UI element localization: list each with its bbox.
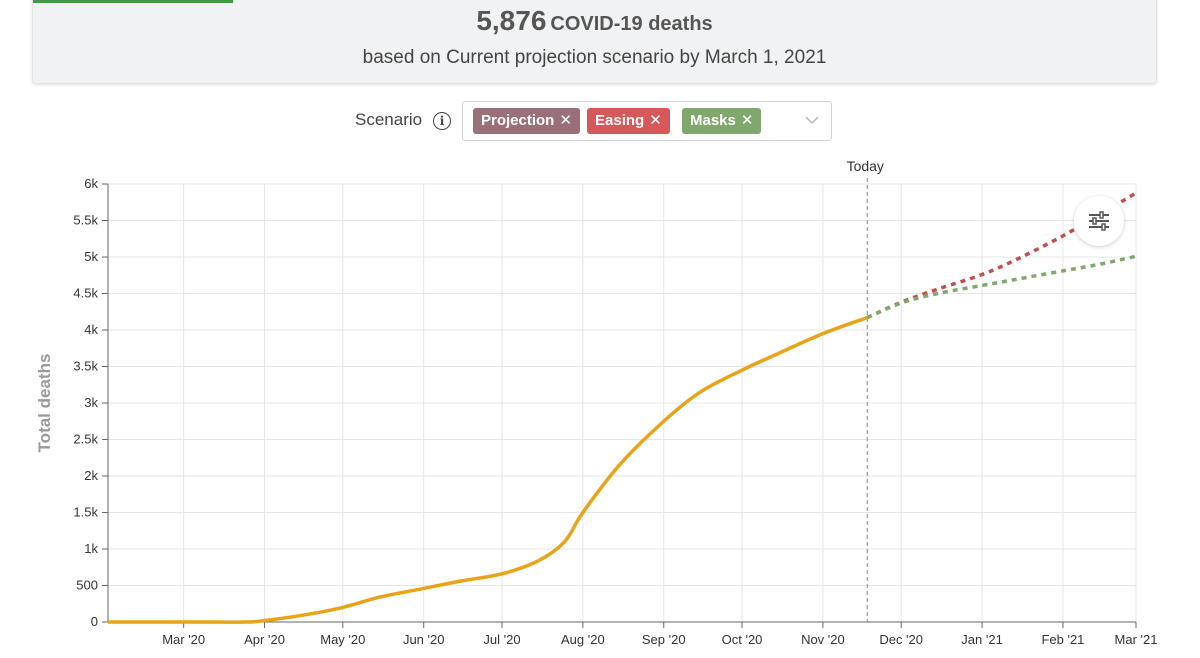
x-tick-label: Jan '21 [961,632,1003,647]
chart-settings-button[interactable] [1074,196,1124,246]
today-label: Today [847,158,884,174]
chip-easing: Easing ✕ [587,108,670,134]
x-tick-label: May '20 [320,632,365,647]
x-tick-label: Jul '20 [483,632,520,647]
x-tick-label: Apr '20 [244,632,285,647]
series-line-2 [866,254,1137,320]
chip-easing-remove-icon[interactable]: ✕ [649,112,662,129]
headline: 5,876 COVID-19 deaths [33,5,1156,37]
x-tick-label: Nov '20 [801,632,845,647]
y-tick-label: 0 [91,614,98,629]
chip-masks-label: Masks [690,112,736,129]
scenario-label: Scenario [355,110,423,129]
scenario-subtitle: based on Current projection scenario by … [362,47,827,68]
x-tick-label: Aug '20 [561,632,605,647]
info-icon[interactable]: i [433,112,451,130]
y-tick-label: 4k [84,322,98,337]
x-tick-label: Mar '21 [1115,632,1158,647]
scenario-multiselect[interactable]: Projection ✕ Easing ✕ Masks ✕ [462,101,832,141]
x-tick-label: Dec '20 [879,632,923,647]
chart: 0 500 1k 1.5k 2k 2.5k 3k 3.5k 4k 4.5k 5k 5.5k 6k Mar … [35,158,1158,647]
y-axis-title: Total deaths [35,354,54,453]
x-tick-label: Sep '20 [642,632,686,647]
sliders-icon [1089,211,1109,231]
chevron-down-icon[interactable] [803,111,821,129]
chip-projection-label: Projection [481,112,555,129]
y-tick-label: 1k [84,541,98,556]
chip-projection: Projection ✕ [473,108,580,134]
summary-card: 5,876 COVID-19 deaths based on Current pr… [32,0,1157,84]
death-count-unit: COVID-19 deaths [550,13,713,35]
y-tick-label: 500 [76,578,98,593]
chip-masks-remove-icon[interactable]: ✕ [740,112,754,129]
death-count: 5,876 [476,5,547,36]
active-tab-indicator [33,0,233,3]
chip-projection-remove-icon[interactable]: ✕ [559,112,572,129]
x-tick-label: Oct '20 [722,632,763,647]
y-tick-label: 6k [84,176,98,191]
y-tick-label: 2.5k [73,432,98,447]
y-tick-label: 4.5k [73,286,98,301]
chip-easing-label: Easing [595,112,645,129]
x-tick-label: Feb '21 [1041,632,1084,647]
y-tick-label: 2k [84,468,98,483]
y-tick-label: 3.5k [73,359,98,374]
chip-masks: Masks ✕ [682,108,762,134]
y-tick-label: 5.5k [73,213,98,228]
y-tick-label: 5k [84,249,98,264]
x-tick-label: Mar '20 [162,632,205,647]
x-tick-label: Jun '20 [403,632,445,647]
y-tick-label: 3k [84,395,98,410]
series-line-0 [108,315,868,624]
y-tick-label: 1.5k [73,505,98,520]
